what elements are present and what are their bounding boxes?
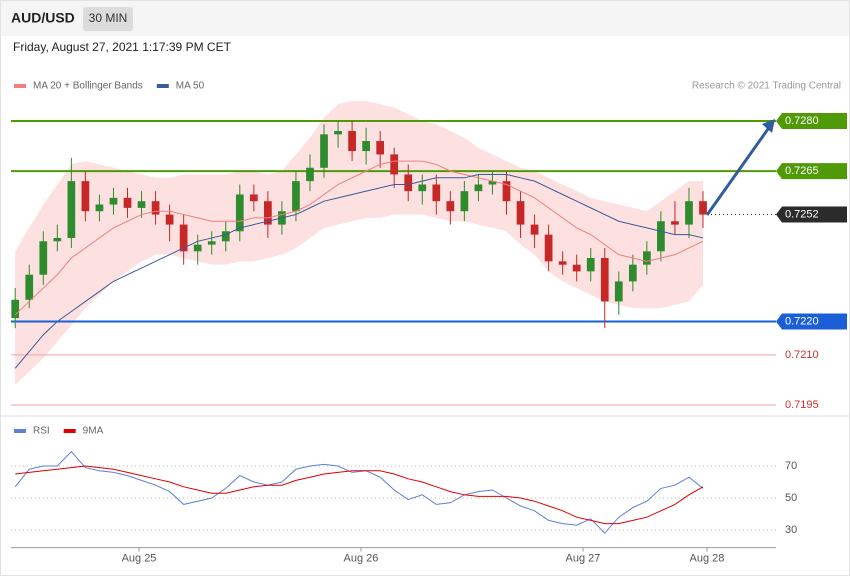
credit: Research © 2021 Trading Central bbox=[692, 81, 841, 92]
candle-body bbox=[572, 264, 581, 272]
candle-body bbox=[446, 201, 455, 212]
candle-body bbox=[362, 141, 370, 152]
y-tick-label: 50 bbox=[785, 492, 797, 504]
candle-body bbox=[502, 181, 511, 202]
y-tick-label: 70 bbox=[785, 460, 797, 472]
candle-body bbox=[474, 184, 483, 192]
candle-body bbox=[39, 241, 48, 275]
candle-body bbox=[643, 251, 651, 265]
candle-body bbox=[137, 201, 146, 208]
candle-body bbox=[699, 201, 707, 215]
x-tick-label: Aug 26 bbox=[343, 553, 378, 565]
legend-swatch bbox=[63, 429, 76, 433]
candle-body bbox=[292, 181, 300, 212]
candle-body bbox=[179, 224, 188, 252]
symbol: AUD/USD bbox=[11, 10, 75, 26]
price-pane: 0.7280 0.7265 0.7252 0.7220 0.7210 0.7195 MA 2… bbox=[11, 81, 847, 411]
x-tick-label: Aug 27 bbox=[566, 553, 601, 565]
level-tag bbox=[776, 206, 847, 223]
x-tick-label: Aug 28 bbox=[690, 553, 725, 565]
candle-body bbox=[53, 237, 62, 242]
candle-body bbox=[334, 131, 342, 135]
candle-body bbox=[193, 244, 202, 252]
level-label: 0.7210 bbox=[785, 349, 819, 361]
candle-body bbox=[207, 241, 216, 245]
candle-body bbox=[123, 197, 132, 208]
level-tag bbox=[776, 313, 847, 330]
rsi-pane: 30 50 70 Aug 25 Aug 26 Aug 27 Aug 28 RSI 9MA bbox=[11, 426, 797, 565]
candle-body bbox=[516, 201, 525, 225]
candle-body bbox=[657, 221, 665, 252]
legend-swatch bbox=[14, 84, 26, 88]
candle-body bbox=[418, 184, 427, 192]
candle-body bbox=[249, 194, 258, 202]
ma-line bbox=[14, 160, 704, 316]
candle-body bbox=[628, 264, 637, 282]
candle-body bbox=[109, 197, 118, 205]
candle-body bbox=[460, 191, 469, 212]
header-bar bbox=[1, 1, 849, 36]
forecast-arrow bbox=[705, 128, 770, 216]
level-label: 0.7220 bbox=[785, 315, 819, 327]
candle-body bbox=[264, 201, 272, 225]
candle-body bbox=[81, 181, 90, 212]
legend-label: 9MA bbox=[83, 426, 104, 437]
candle-body bbox=[151, 201, 160, 215]
y-tick-label: 30 bbox=[785, 524, 797, 536]
timeframe[interactable]: 30 MIN bbox=[89, 11, 128, 25]
candle-body bbox=[558, 261, 567, 265]
candle-body bbox=[348, 131, 356, 152]
candle-body bbox=[614, 281, 623, 302]
level-label: 0.7195 bbox=[785, 399, 819, 411]
candle-body bbox=[390, 154, 399, 175]
candle-body bbox=[95, 204, 104, 212]
candle-body bbox=[25, 274, 34, 300]
candle-body bbox=[586, 258, 595, 272]
candle-body bbox=[530, 224, 539, 235]
candle-body bbox=[544, 234, 553, 262]
candle-body bbox=[11, 299, 20, 319]
candle-body bbox=[306, 167, 314, 182]
candle-body bbox=[235, 194, 244, 232]
candle-body bbox=[320, 134, 328, 168]
candle-body bbox=[488, 181, 497, 185]
level-label: 0.7265 bbox=[785, 165, 819, 177]
candle-body bbox=[685, 201, 693, 225]
candle-body bbox=[404, 174, 413, 192]
candle-body bbox=[376, 141, 385, 155]
legend-swatch bbox=[156, 84, 169, 88]
candle-body bbox=[165, 214, 174, 225]
indicator-line bbox=[15, 465, 704, 525]
candle-body bbox=[671, 221, 679, 225]
candle-body bbox=[221, 231, 230, 242]
legend-label: RSI bbox=[33, 426, 50, 437]
candle-body bbox=[600, 258, 609, 302]
ma-line bbox=[14, 173, 704, 369]
timeframe-box[interactable] bbox=[83, 7, 133, 31]
level-tag bbox=[776, 163, 847, 180]
level-label: 0.7280 bbox=[785, 115, 819, 127]
legend-label: MA 20 + Bollinger Bands bbox=[33, 81, 143, 92]
level-label: 0.7252 bbox=[785, 208, 819, 220]
x-tick-label: Aug 25 bbox=[122, 553, 157, 565]
legend-swatch bbox=[14, 429, 26, 433]
legend-label: MA 50 bbox=[176, 81, 205, 92]
arrow-head bbox=[762, 119, 775, 133]
timestamp: Friday, August 27, 2021 1:17:39 PM CET bbox=[13, 40, 232, 54]
candle-body bbox=[67, 181, 76, 238]
candle-body bbox=[432, 184, 441, 202]
level-tag bbox=[776, 112, 847, 129]
